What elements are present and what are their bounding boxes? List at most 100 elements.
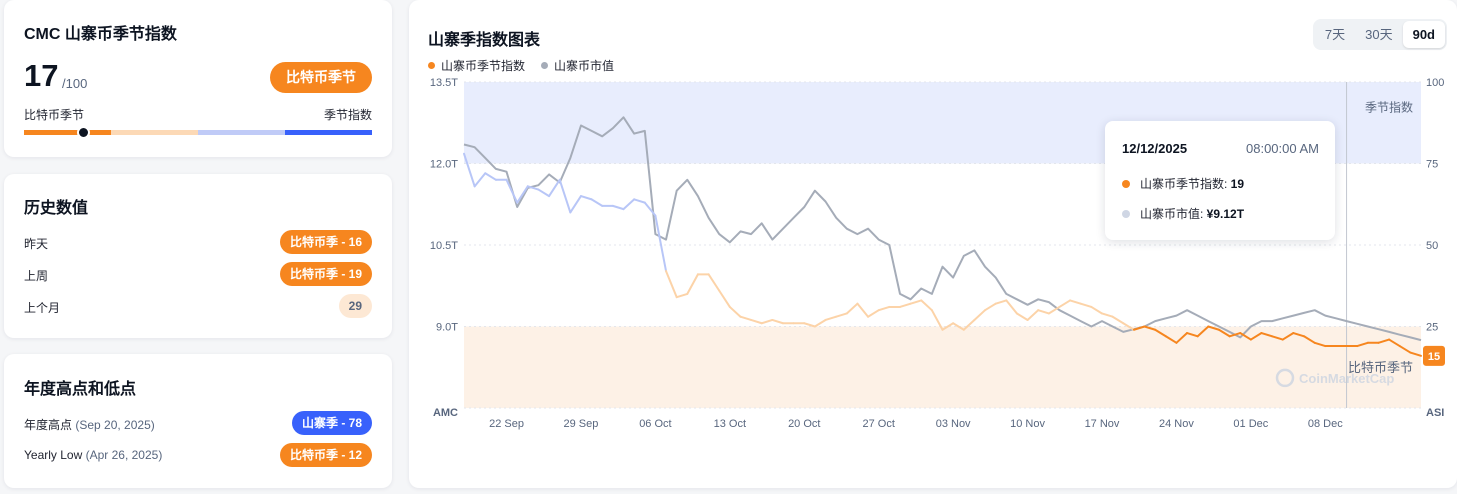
tab-30d[interactable]: 30天	[1365, 27, 1393, 42]
series-segment-index	[909, 299, 923, 305]
series-segment-index	[1196, 325, 1210, 338]
series-segment-index	[1249, 332, 1263, 341]
series-segment-index	[984, 302, 997, 312]
yearly-row-badge: 比特币季 - 12	[279, 443, 372, 467]
series-segment-index	[1388, 338, 1401, 348]
series-segment-index	[1069, 299, 1082, 305]
series-segment-index	[1090, 305, 1103, 315]
tab-90d[interactable]: 90d	[1402, 21, 1445, 48]
legend-dot-marketcap	[541, 62, 549, 69]
series-segment-index	[707, 273, 721, 292]
gauge-segment-bitcoin-light	[111, 130, 198, 135]
gauge-segment-altcoin	[285, 130, 372, 135]
tooltip-row-index-text: 山寨币季节指数: 19	[1140, 175, 1244, 192]
tab-7d[interactable]: 7天	[1324, 27, 1346, 42]
index-card-title: CMC 山寨币季节指数	[24, 26, 177, 43]
yearly-row-label: Yearly Low	[24, 448, 83, 462]
current-value-text: 15	[1428, 351, 1440, 363]
series-segment-index	[1398, 345, 1412, 354]
series-segment-index	[686, 273, 699, 295]
series-segment-index	[930, 309, 944, 331]
yearly-row-badge: 山寨季 - 78	[291, 411, 372, 435]
series-segment-index	[665, 270, 678, 299]
yearly-row: 年度高点 (Sep 20, 2025) 山寨季 - 78	[24, 411, 372, 435]
series-segment-index	[845, 302, 859, 315]
series-segment-index	[1271, 335, 1284, 341]
series-segment-index	[1037, 309, 1050, 315]
history-row-badge: 比特币季 - 19	[279, 262, 372, 286]
series-segment-index	[1281, 332, 1295, 341]
history-row-label: 上个月	[24, 301, 61, 315]
series-segment-index	[473, 172, 487, 188]
series-segment-index	[1079, 302, 1093, 308]
gauge-segment-bitcoin	[24, 130, 111, 135]
series-segment-index	[1047, 305, 1061, 315]
y-right-tick-label: 50	[1426, 240, 1438, 252]
tooltip-row-marketcap-text: 山寨币市值: ¥9.12T	[1140, 205, 1244, 222]
x-tick-label: 13 Oct	[714, 418, 746, 430]
y-left-tick-label: 12.0T	[430, 159, 458, 171]
series-segment-index	[1377, 338, 1391, 344]
tooltip-label-index: 山寨币季节指数:	[1140, 177, 1231, 191]
chart-legend: 山寨币季节指数 山寨币市值	[428, 57, 614, 74]
y-right-tick-label: 75	[1426, 159, 1438, 171]
series-segment-index	[1239, 332, 1252, 341]
series-segment-index	[537, 188, 551, 198]
series-segment-index	[675, 292, 689, 299]
tooltip-row-index: 山寨币季节指数: 19	[1122, 175, 1244, 192]
tooltip-dot-index	[1122, 179, 1130, 188]
bitcoin-zone-label: 比特币季节	[1348, 360, 1413, 375]
x-tick-label: 10 Nov	[1010, 418, 1045, 430]
series-segment-index	[1409, 351, 1422, 357]
series-segment-index	[941, 322, 955, 331]
legend-item-marketcap[interactable]: 山寨币市值	[541, 57, 614, 74]
tooltip-row-marketcap: 山寨币市值: ¥9.12T	[1122, 205, 1244, 222]
series-segment-index	[962, 318, 976, 331]
x-tick-label: 24 Nov	[1159, 418, 1194, 430]
history-row: 上周 比特币季 - 19	[24, 262, 372, 286]
tooltip-time: 08:00:00 AM	[1246, 141, 1319, 156]
series-segment-index	[622, 198, 636, 211]
tooltip-dot-marketcap	[1122, 209, 1130, 218]
series-segment-index	[994, 299, 1008, 305]
series-segment-index	[1058, 299, 1072, 308]
x-tick-label: 01 Dec	[1233, 418, 1268, 430]
series-segment-index	[558, 178, 572, 214]
history-row: 昨天 比特币季 - 16	[24, 230, 372, 254]
gauge-indicator	[77, 126, 91, 139]
yearly-row-date: (Apr 26, 2025)	[85, 448, 163, 462]
history-row-label: 上周	[24, 269, 49, 283]
yearly-card: 年度高点和低点 年度高点 (Sep 20, 2025) 山寨季 - 78 Yea…	[4, 354, 392, 488]
coinmarketcap-logo-icon	[1275, 368, 1295, 388]
series-segment-index	[1111, 315, 1125, 325]
series-segment-index	[590, 198, 604, 207]
series-segment-index	[1228, 332, 1242, 338]
series-line-marketcap	[463, 116, 1422, 342]
series-segment-index	[1217, 328, 1231, 338]
series-segment-index	[803, 322, 816, 328]
yearly-title: 年度高点和低点	[24, 381, 137, 398]
history-title: 历史数值	[24, 200, 89, 217]
series-segment-index	[1303, 335, 1316, 344]
series-segment-index	[579, 195, 593, 201]
series-segment-index	[728, 305, 742, 318]
altcoin-zone-label: 季节指数	[1365, 99, 1413, 114]
x-tick-label: 29 Sep	[564, 418, 599, 430]
series-segment-index	[516, 185, 529, 204]
yearly-row: Yearly Low (Apr 26, 2025) 比特币季 - 12	[24, 443, 372, 467]
series-segment-index	[973, 309, 987, 321]
series-segment-index	[633, 198, 646, 204]
bitcoin-season-zone	[464, 326, 1421, 408]
series-segment-index	[760, 318, 774, 325]
gauge-left-label: 比特币季节	[24, 108, 85, 122]
altcoin-index-card: CMC 山寨币季节指数 17 /100 比特币季节 比特币季节 季节指数	[4, 0, 392, 157]
tooltip-value-index: 19	[1230, 177, 1245, 191]
legend-item-index[interactable]: 山寨币季节指数	[428, 57, 525, 74]
yearly-row-label: 年度高点	[24, 418, 73, 432]
season-chart: 季节指数比特币季节CoinMarketCap13.5T12.0T10.5T9.0…	[430, 77, 1445, 430]
legend-label-marketcap: 山寨币市值	[554, 59, 615, 73]
series-segment-index	[1026, 309, 1040, 321]
series-segment-index	[548, 178, 561, 198]
series-segment-index	[739, 315, 753, 321]
y-left-tick-label: 9.0T	[436, 322, 458, 334]
